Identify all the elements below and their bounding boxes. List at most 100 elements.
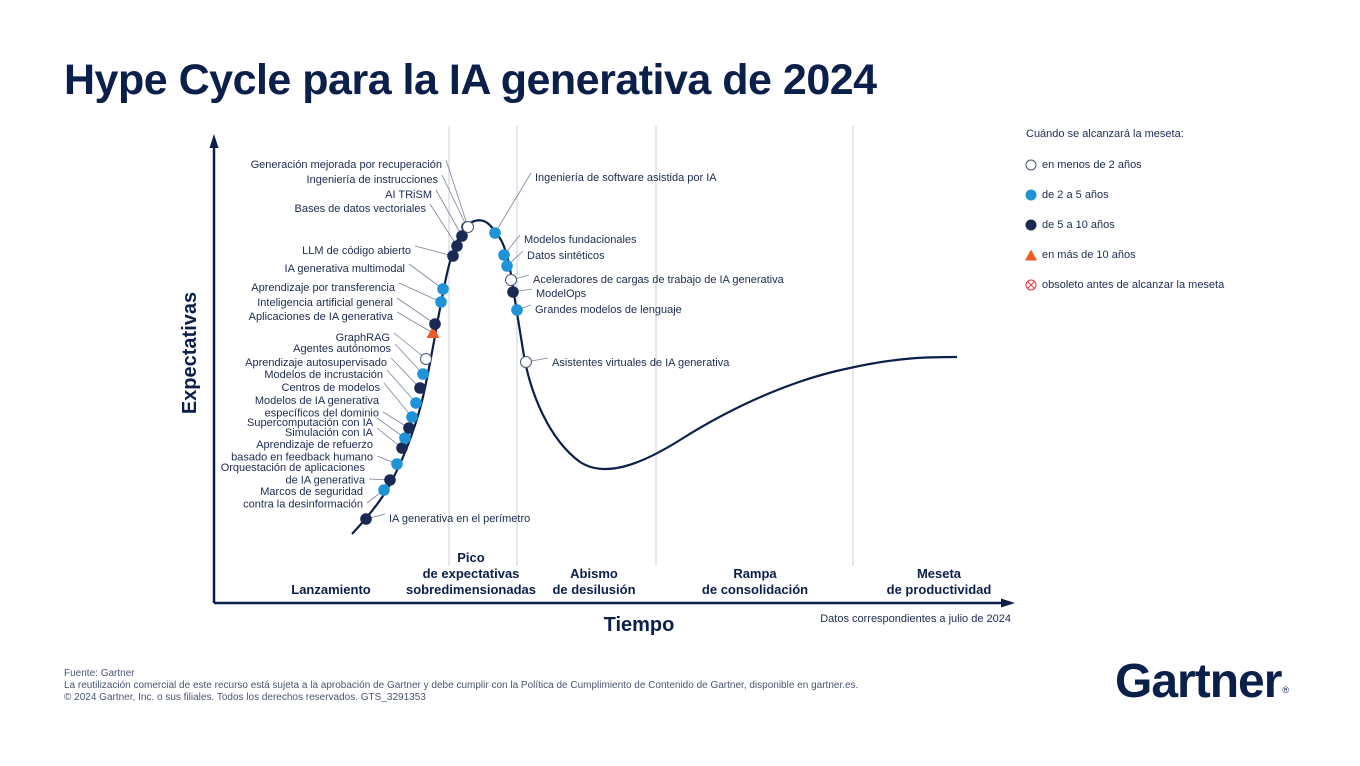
tech-label-aprendizaje-autosupervisado: Aprendizaje autosupervisado	[245, 357, 387, 369]
marker-modelos-de-ia-generativa-especificos-del-dominio	[403, 422, 415, 434]
footer-source: Fuente: Gartner	[64, 668, 135, 679]
marker-simulacion-con-ia	[396, 442, 408, 454]
marker-aprendizaje-por-transferencia	[435, 296, 447, 308]
marker-aceleradores-de-cargas-de-trabajo-de-ia-generativa	[505, 274, 517, 286]
tech-label-graphrag: GraphRAG	[336, 332, 390, 344]
leader-bases-de-datos-vectoriales	[429, 203, 458, 247]
tech-label-asistentes-virtuales-de-ia-generativa: Asistentes virtuales de IA generativa	[552, 357, 730, 369]
gartner-logo-text: Gartner	[1115, 655, 1282, 708]
leader-ai-trism	[435, 189, 463, 237]
phase-dividers	[448, 126, 854, 566]
registered-mark: ®	[1282, 685, 1289, 695]
gartner-logo: Gartner®	[1115, 652, 1289, 720]
marker-modelos-de-incrustacion	[410, 397, 422, 409]
leader-modelos-de-incrustacion	[386, 369, 417, 404]
marker-marcos-de-seguridad-contra-la-desinformacion	[378, 484, 390, 496]
marker-grandes-modelos-de-lenguaje	[511, 304, 523, 316]
leader-agentes-autonomos	[394, 343, 424, 375]
marker-centros-de-modelos	[406, 411, 418, 423]
marker-modelops	[507, 286, 519, 298]
leader-inteligencia-artificial-general	[396, 297, 436, 325]
tech-label-ia-generativa-multimodal: IA generativa multimodal	[285, 263, 405, 275]
legend-item-2to5: de 2 a 5 años	[1024, 180, 1224, 210]
marker-modelos-fundacionales	[498, 249, 510, 261]
legend-item-gt10: en más de 10 años	[1024, 240, 1224, 270]
page-title: Hype Cycle para la IA generativa de 2024	[64, 56, 877, 104]
tech-label-aceleradores-de-cargas-de-trabajo-de-ia-generativa: Aceleradores de cargas de trabajo de IA …	[533, 274, 785, 286]
marker-generacion-mejorada-por-recuperacion	[462, 221, 474, 233]
legend-item-lt2: en menos de 2 años	[1024, 150, 1224, 180]
axes: Expectativas Tiempo Datos correspondient…	[179, 134, 1015, 636]
leader-aprendizaje-por-transferencia	[398, 282, 442, 303]
tech-label-aprendizaje-de-refuerzo-basado-en-feedback-humano: Aprendizaje de refuerzo basado en feedbac…	[231, 439, 373, 464]
leader-generacion-mejorada-por-recuperacion	[445, 159, 469, 228]
orange-triangle-icon	[1025, 249, 1037, 261]
tech-label-modelos-de-incrustacion: Modelos de incrustación	[264, 369, 383, 381]
marker-ia-generativa-en-el-perimetro	[360, 513, 372, 525]
tech-label-ia-generativa-en-el-perimetro: IA generativa en el perímetro	[389, 513, 530, 525]
tech-label-grandes-modelos-de-lenguaje: Grandes modelos de lenguaje	[535, 304, 682, 316]
legend-item-obsolete: obsoleto antes de alcanzar la meseta	[1024, 270, 1224, 300]
marker-aplicaciones-de-ia-generativa	[426, 326, 440, 338]
phase-label-pico-de-expectativas-sobredimensionadas: Pico de expectativas sobredimensionadas	[406, 550, 536, 597]
tech-label-datos-sinteticos: Datos sintéticos	[527, 250, 605, 262]
legend-label-lt2: en menos de 2 años	[1042, 159, 1142, 171]
crossed-circle-icon	[1025, 279, 1037, 291]
tech-label-ingenieria-de-software-asistida-por-ia: Ingeniería de software asistida por IA	[535, 172, 717, 184]
footer: Fuente: Gartner La reutilización comerci…	[64, 668, 858, 704]
footer-copyright: © 2024 Gartner, Inc. o sus filiales. Tod…	[64, 692, 426, 703]
leader-centros-de-modelos	[383, 382, 413, 418]
open-circle-icon	[1025, 159, 1037, 171]
legend-title: Cuándo se alcanzará la meseta:	[1026, 128, 1184, 140]
tech-label-llm-de-codigo-abierto: LLM de código abierto	[302, 245, 411, 257]
marker-orquestacion-de-aplicaciones-de-ia-generativa	[384, 474, 396, 486]
marker-datos-sinteticos	[501, 260, 513, 272]
technology-labels: IA generativa en el perímetro Marcos de s…	[221, 159, 785, 525]
marker-inteligencia-artificial-general	[429, 318, 441, 330]
phase-label-abismo-de-desilusion: Abismo de desilusión	[552, 566, 635, 597]
leader-llm-de-codigo-abierto	[414, 245, 454, 257]
tech-label-generacion-mejorada-por-recuperacion: Generación mejorada por recuperación	[251, 159, 442, 171]
marker-agentes-autonomos	[417, 368, 429, 380]
tech-label-marcos-de-seguridad-contra-la-desinformacion: Marcos de seguridad contra la desinformac…	[243, 486, 363, 511]
legend: Cuándo se alcanzará la meseta: en menos …	[1024, 126, 1224, 300]
leader-ingenieria-de-instrucciones	[441, 174, 468, 228]
phase-label-meseta-de-productividad: Meseta de productividad	[887, 566, 992, 597]
x-axis-title: Tiempo	[604, 614, 675, 636]
tech-label-aplicaciones-de-ia-generativa: Aplicaciones de IA generativa	[249, 311, 394, 323]
marker-asistentes-virtuales-de-ia-generativa	[520, 356, 532, 368]
y-axis-arrow	[209, 134, 219, 148]
light-blue-circle-icon	[1025, 189, 1037, 201]
marker-aprendizaje-de-refuerzo-basado-en-feedback-humano	[391, 458, 403, 470]
x-axis-arrow	[1001, 598, 1015, 608]
marker-graphrag	[420, 353, 432, 365]
tech-label-modelops: ModelOps	[536, 288, 587, 300]
technology-markers	[360, 221, 532, 525]
legend-label-gt10: en más de 10 años	[1042, 249, 1136, 261]
marker-aprendizaje-autosupervisado	[414, 382, 426, 394]
tech-label-modelos-fundacionales: Modelos fundacionales	[524, 234, 637, 246]
tech-label-simulacion-con-ia: Simulación con IA	[285, 427, 374, 439]
marker-llm-de-codigo-abierto	[447, 250, 459, 262]
tech-label-aprendizaje-por-transferencia: Aprendizaje por transferencia	[251, 282, 396, 294]
phase-label-rampa-de-consolidacion: Rampa de consolidación	[702, 566, 808, 597]
data-date-note: Datos correspondientes a julio de 2024	[820, 613, 1011, 625]
tech-label-agentes-autonomos: Agentes autónomos	[293, 343, 391, 355]
y-axis-title: Expectativas	[179, 292, 201, 414]
marker-supercomputacion-con-ia	[399, 432, 411, 444]
tech-label-orquestacion-de-aplicaciones-de-ia-generativa: Orquestación de aplicaciones de IA genera…	[221, 462, 366, 487]
legend-label-obsolete: obsoleto antes de alcanzar la meseta	[1042, 279, 1225, 291]
hype-cycle-curve	[351, 219, 958, 535]
marker-bases-de-datos-vectoriales	[451, 240, 463, 252]
tech-label-ingenieria-de-instrucciones: Ingeniería de instrucciones	[307, 174, 439, 186]
marker-ai-trism	[456, 230, 468, 242]
leader-graphrag	[393, 332, 427, 360]
tech-label-bases-de-datos-vectoriales: Bases de datos vectoriales	[295, 203, 427, 215]
leader-ingenieria-de-software-asistida-por-ia	[494, 172, 532, 234]
marker-ingenieria-de-software-asistida-por-ia	[489, 227, 501, 239]
legend-item-5to10: de 5 a 10 años	[1024, 210, 1224, 240]
legend-label-2to5: de 2 a 5 años	[1042, 189, 1109, 201]
legend-label-5to10: de 5 a 10 años	[1042, 219, 1115, 231]
tech-label-inteligencia-artificial-general: Inteligencia artificial general	[257, 297, 393, 309]
